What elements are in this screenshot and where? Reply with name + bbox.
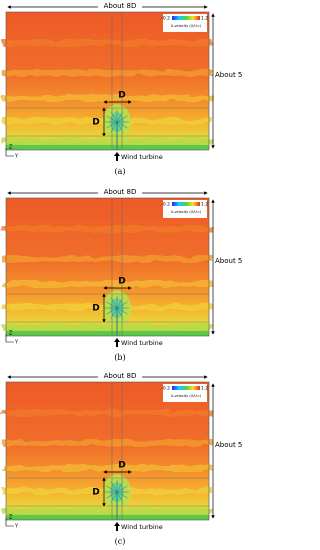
contour-band xyxy=(2,70,213,76)
cbar-min: -0.2 xyxy=(161,16,170,22)
axis-glyph xyxy=(5,148,14,157)
contour-band xyxy=(2,281,213,287)
cbar-title: U-velocity (U/U∞) xyxy=(171,394,202,398)
label-bg xyxy=(98,371,142,381)
contour-band xyxy=(2,440,213,446)
blade xyxy=(110,111,118,123)
axis-z: Z xyxy=(9,145,13,151)
turbine-label: Wind turbine xyxy=(121,153,163,161)
colorbar xyxy=(172,16,200,20)
cbar-title: U-velocity (U/U∞) xyxy=(171,24,202,28)
blade xyxy=(106,491,118,499)
d-label: D xyxy=(92,118,99,128)
turbine-label: Wind turbine xyxy=(121,523,163,531)
ground xyxy=(6,145,209,150)
turbine-arrow xyxy=(114,338,120,347)
blade xyxy=(116,491,128,499)
cbar-min: -0.2 xyxy=(161,202,170,208)
d-label: D xyxy=(118,91,125,101)
panel: About 8D About 5D D D -0.2 1.2 U-velocity (U/U… xyxy=(2,1,242,176)
blade xyxy=(116,481,124,493)
blade xyxy=(110,491,118,503)
turbine-label: Wind turbine xyxy=(121,339,163,347)
cbar-max: 1.2 xyxy=(201,202,208,208)
axis-y: Y xyxy=(14,154,19,160)
cbar-max: 1.2 xyxy=(201,386,208,392)
blade xyxy=(116,121,124,133)
cbar-min: -0.2 xyxy=(161,386,170,392)
label-bg xyxy=(214,256,242,266)
width-label: About 8D xyxy=(104,188,137,196)
ground xyxy=(6,515,209,520)
axis-glyph xyxy=(5,518,14,527)
ground xyxy=(6,331,209,336)
blade xyxy=(116,307,128,315)
height-label: About 5D xyxy=(215,257,242,265)
figure: About 8D About 5D D D -0.2 1.2 U-velocity (U/U… xyxy=(2,1,242,546)
cbar-max: 1.2 xyxy=(201,16,208,22)
contour-band xyxy=(2,40,213,46)
contour-band xyxy=(2,508,213,514)
frame xyxy=(5,11,210,151)
contour-band xyxy=(2,465,213,471)
blade xyxy=(110,307,118,319)
turbine-arrow xyxy=(114,152,120,161)
turbine-arrow xyxy=(114,522,120,531)
page: {"panels": [ {"label": "(a)", "width_lab… xyxy=(2,1,242,546)
panel-label: (a) xyxy=(114,167,125,176)
frame xyxy=(5,197,210,337)
width-label: About 8D xyxy=(104,2,137,10)
axis-y: Y xyxy=(14,524,19,530)
contour-band xyxy=(2,95,213,101)
blade xyxy=(110,297,118,309)
d-label: D xyxy=(92,304,99,314)
blade xyxy=(106,307,118,315)
frame xyxy=(5,381,210,521)
contour-band xyxy=(2,410,213,416)
blade xyxy=(116,111,124,123)
label-bg xyxy=(214,440,242,450)
blade xyxy=(106,115,118,123)
blade xyxy=(106,121,118,129)
blade xyxy=(116,491,124,503)
height-label: About 5D xyxy=(215,441,242,449)
panel: About 8D About 5D D D -0.2 1.2 U-velocity (U/U… xyxy=(2,371,242,546)
colorbar xyxy=(172,202,200,206)
height-label: About 5D xyxy=(215,71,242,79)
contour-band xyxy=(2,226,213,232)
blade xyxy=(106,485,118,493)
panel: About 8D About 5D D D -0.2 1.2 U-velocity (U/U… xyxy=(2,187,242,362)
blade xyxy=(110,481,118,493)
contour-band xyxy=(2,256,213,262)
label-bg xyxy=(214,70,242,80)
colorbar xyxy=(172,386,200,390)
blade xyxy=(110,121,118,133)
panel-label: (b) xyxy=(114,353,125,362)
label-bg xyxy=(98,1,142,11)
label-bg xyxy=(98,187,142,197)
panel-label: (c) xyxy=(115,537,126,546)
d-label: D xyxy=(118,461,125,471)
axis-y: Y xyxy=(14,340,19,346)
axis-glyph xyxy=(5,334,14,343)
blade xyxy=(116,485,128,493)
blade xyxy=(116,301,128,309)
contour-band xyxy=(2,324,213,330)
blade xyxy=(116,121,128,129)
d-label: D xyxy=(118,277,125,287)
width-label: About 8D xyxy=(104,372,137,380)
blade xyxy=(116,115,128,123)
blade xyxy=(116,297,124,309)
axis-z: Z xyxy=(9,515,13,521)
contour-band xyxy=(2,138,213,144)
blade xyxy=(116,307,124,319)
cbar-title: U-velocity (U/U∞) xyxy=(171,210,202,214)
axis-z: Z xyxy=(9,331,13,337)
blade xyxy=(106,301,118,309)
d-label: D xyxy=(92,488,99,498)
